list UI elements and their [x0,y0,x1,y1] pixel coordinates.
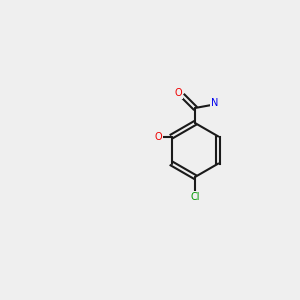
Text: O: O [154,131,162,142]
Text: Cl: Cl [190,191,200,202]
Text: N: N [211,98,218,109]
Text: O: O [175,88,182,98]
